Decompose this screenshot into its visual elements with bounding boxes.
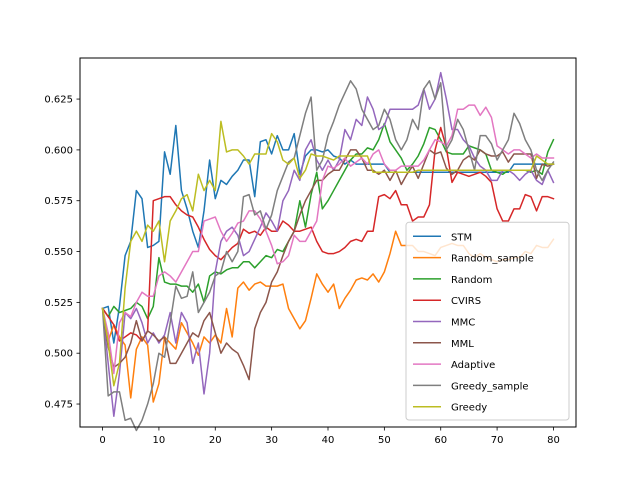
x-tick-label: 50 [378, 435, 391, 446]
series-line-mmc [101, 71, 555, 417]
series-layer [101, 71, 555, 432]
y-tick-label: 0.500 [44, 349, 73, 360]
x-tick-label: 10 [153, 435, 166, 446]
legend-label: CVIRS [451, 296, 481, 307]
x-tick-label: 60 [434, 435, 447, 446]
x-tick-label: 0 [99, 435, 105, 446]
x-tick-label: 20 [209, 435, 222, 446]
y-tick-label: 0.475 [44, 400, 73, 411]
legend-label: Greedy_sample [451, 381, 529, 392]
series-line-mml [101, 149, 555, 381]
x-tick-label: 40 [322, 435, 335, 446]
legend-label: Random [451, 275, 492, 286]
y-tick-label: 0.625 [44, 95, 73, 106]
y-axis-ticks: 0.475 0.500 0.525 0.550 0.575 0.600 0.625 [44, 95, 80, 411]
legend-label: Greedy [451, 403, 487, 414]
series-line-adaptive [101, 104, 555, 375]
y-tick-label: 0.600 [44, 145, 73, 156]
series-line-greedy-sample [101, 80, 555, 432]
legend-box [405, 221, 570, 421]
y-tick-label: 0.550 [44, 247, 73, 258]
x-tick-label: 30 [265, 435, 278, 446]
legend: STM Random_sample Random CVIRS MMC MML Adaptiv… [405, 221, 570, 421]
y-tick-label: 0.575 [44, 196, 73, 207]
legend-label: MML [451, 339, 474, 350]
legend-label: Random_sample [451, 254, 534, 265]
series-line-greedy [101, 120, 555, 387]
x-tick-label: 70 [491, 435, 504, 446]
y-tick-label: 0.525 [44, 298, 73, 309]
legend-label: STM [451, 232, 472, 243]
x-axis-ticks: 0 10 20 30 40 50 60 70 80 [99, 427, 560, 446]
x-tick-label: 80 [547, 435, 560, 446]
legend-label: Adaptive [451, 360, 495, 371]
legend-label: MMC [451, 318, 475, 329]
